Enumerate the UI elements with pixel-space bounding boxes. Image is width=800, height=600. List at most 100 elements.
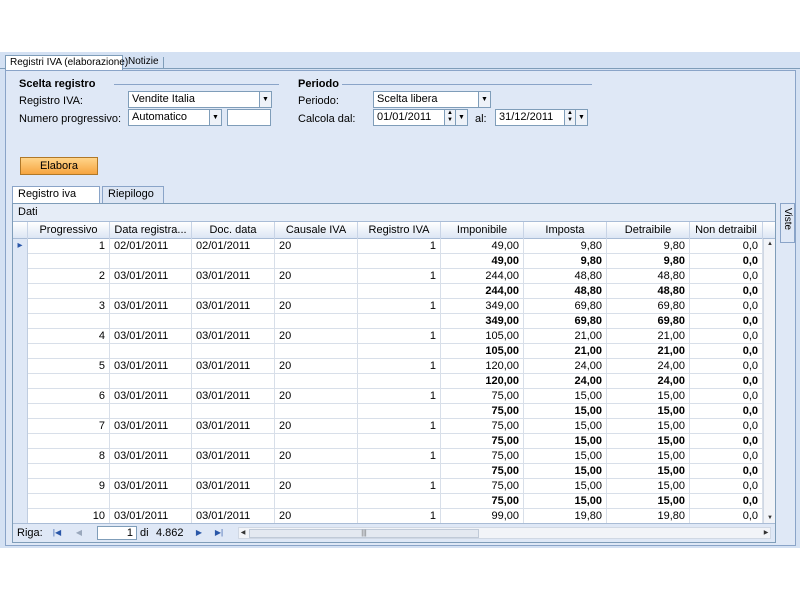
cell-data-registrazione-col[interactable]: [110, 374, 192, 389]
cell-doc-data-col[interactable]: [192, 314, 275, 329]
cell-data-registrazione-col[interactable]: 02/01/2011: [110, 239, 192, 254]
cell-registro-iva-col[interactable]: 1: [358, 239, 441, 254]
cell-data-registrazione-col[interactable]: [110, 254, 192, 269]
prev-record-icon[interactable]: ◀: [75, 528, 83, 537]
cell-imponibile-col[interactable]: 75,00: [441, 404, 524, 419]
cell-non-detraibile-col[interactable]: 0,0: [690, 314, 763, 329]
cell-imposta-col[interactable]: 15,00: [524, 464, 607, 479]
cell-progressivo-col[interactable]: [28, 344, 110, 359]
next-record-icon[interactable]: ▶: [195, 528, 203, 537]
chevron-down-icon[interactable]: ▼: [209, 110, 221, 125]
cell-progressivo-col[interactable]: 6: [28, 389, 110, 404]
cell-detraibile-col[interactable]: 15,00: [607, 494, 690, 509]
cell-data-registrazione-col[interactable]: 03/01/2011: [110, 509, 192, 523]
cell-imposta-col[interactable]: 21,00: [524, 329, 607, 344]
cell-non-detraibile-col[interactable]: 0,0: [690, 374, 763, 389]
cell-causale-iva-col[interactable]: [275, 464, 358, 479]
cell-detraibile-col[interactable]: 9,80: [607, 239, 690, 254]
cell-doc-data-col[interactable]: 03/01/2011: [192, 389, 275, 404]
cell-detraibile-col[interactable]: 21,00: [607, 344, 690, 359]
cell-imponibile-col[interactable]: 75,00: [441, 479, 524, 494]
tab-registri-iva[interactable]: Registri IVA (elaborazione): [5, 55, 128, 70]
cell-progressivo-col[interactable]: [28, 404, 110, 419]
table-total-row[interactable]: 120,00 24,00 24,00 0,0: [13, 374, 763, 389]
row-selector[interactable]: [13, 344, 28, 359]
cell-imposta-col[interactable]: 19,80: [524, 509, 607, 523]
cell-doc-data-col[interactable]: [192, 284, 275, 299]
row-selector[interactable]: [13, 404, 28, 419]
cell-imponibile-col[interactable]: 105,00: [441, 329, 524, 344]
cell-registro-iva-col[interactable]: [358, 434, 441, 449]
cell-non-detraibile-col[interactable]: 0,0: [690, 239, 763, 254]
cell-non-detraibile-col[interactable]: 0,0: [690, 479, 763, 494]
cell-non-detraibile-col[interactable]: 0,0: [690, 509, 763, 523]
cell-data-registrazione-col[interactable]: [110, 314, 192, 329]
table-total-row[interactable]: 49,00 9,80 9,80 0,0: [13, 254, 763, 269]
row-selector[interactable]: [13, 419, 28, 434]
row-selector[interactable]: [13, 314, 28, 329]
cell-imponibile-col[interactable]: 75,00: [441, 464, 524, 479]
cell-data-registrazione-col[interactable]: 03/01/2011: [110, 329, 192, 344]
cell-imposta-col[interactable]: 24,00: [524, 359, 607, 374]
cell-data-registrazione-col[interactable]: [110, 284, 192, 299]
cell-detraibile-col[interactable]: 15,00: [607, 449, 690, 464]
cell-imposta-col[interactable]: 9,80: [524, 239, 607, 254]
cell-causale-iva-col[interactable]: 20: [275, 299, 358, 314]
cell-registro-iva-col[interactable]: [358, 464, 441, 479]
cell-doc-data-col[interactable]: [192, 344, 275, 359]
cell-detraibile-col[interactable]: 15,00: [607, 404, 690, 419]
cell-causale-iva-col[interactable]: [275, 374, 358, 389]
cell-imponibile-col[interactable]: 120,00: [441, 359, 524, 374]
cell-progressivo-col[interactable]: [28, 464, 110, 479]
cell-data-registrazione-col[interactable]: [110, 494, 192, 509]
row-selector[interactable]: [13, 329, 28, 344]
cell-imposta-col[interactable]: 15,00: [524, 449, 607, 464]
cell-progressivo-col[interactable]: 7: [28, 419, 110, 434]
table-total-row[interactable]: 75,00 15,00 15,00 0,0: [13, 464, 763, 479]
column-header-doc-data-col[interactable]: Doc. data: [192, 222, 275, 239]
data-al-input[interactable]: 31/12/2011 ▲ ▼ ▼: [495, 109, 588, 126]
cell-detraibile-col[interactable]: 15,00: [607, 434, 690, 449]
table-total-row[interactable]: 349,00 69,80 69,80 0,0: [13, 314, 763, 329]
column-header-registro-iva-col[interactable]: Registro IVA: [358, 222, 441, 239]
chevron-down-icon[interactable]: ▼: [478, 92, 490, 107]
cell-causale-iva-col[interactable]: 20: [275, 389, 358, 404]
cell-detraibile-col[interactable]: 24,00: [607, 374, 690, 389]
cell-progressivo-col[interactable]: [28, 254, 110, 269]
cell-data-registrazione-col[interactable]: 03/01/2011: [110, 419, 192, 434]
cell-detraibile-col[interactable]: 69,80: [607, 299, 690, 314]
periodo-select[interactable]: Scelta libera ▼: [373, 91, 491, 108]
cell-causale-iva-col[interactable]: 20: [275, 419, 358, 434]
row-selector[interactable]: [13, 299, 28, 314]
table-row[interactable]: 7 03/01/2011 03/01/2011 20 1 75,00 15,00 15,00 0…: [13, 419, 763, 434]
cell-data-registrazione-col[interactable]: 03/01/2011: [110, 389, 192, 404]
table-row[interactable]: 4 03/01/2011 03/01/2011 20 1 105,00 21,00 21,00…: [13, 329, 763, 344]
table-row[interactable]: 6 03/01/2011 03/01/2011 20 1 75,00 15,00 15,00 0…: [13, 389, 763, 404]
cell-registro-iva-col[interactable]: [358, 284, 441, 299]
spinner-icon[interactable]: ▲ ▼: [444, 110, 455, 125]
cell-causale-iva-col[interactable]: 20: [275, 329, 358, 344]
cell-progressivo-col[interactable]: 8: [28, 449, 110, 464]
cell-imposta-col[interactable]: 69,80: [524, 314, 607, 329]
cell-registro-iva-col[interactable]: 1: [358, 299, 441, 314]
column-header-data-registrazione-col[interactable]: Data registra...: [110, 222, 192, 239]
cell-imposta-col[interactable]: 9,80: [524, 254, 607, 269]
cell-progressivo-col[interactable]: [28, 494, 110, 509]
row-selector[interactable]: [13, 509, 28, 523]
cell-detraibile-col[interactable]: 21,00: [607, 329, 690, 344]
cell-non-detraibile-col[interactable]: 0,0: [690, 284, 763, 299]
cell-non-detraibile-col[interactable]: 0,0: [690, 434, 763, 449]
cell-imposta-col[interactable]: 24,00: [524, 374, 607, 389]
cell-doc-data-col[interactable]: 03/01/2011: [192, 479, 275, 494]
row-selector[interactable]: [13, 284, 28, 299]
tab-riepilogo[interactable]: Riepilogo: [102, 186, 164, 203]
cell-registro-iva-col[interactable]: 1: [358, 509, 441, 523]
cell-non-detraibile-col[interactable]: 0,0: [690, 419, 763, 434]
cell-progressivo-col[interactable]: 10: [28, 509, 110, 523]
table-row[interactable]: 9 03/01/2011 03/01/2011 20 1 75,00 15,00 15,00 0…: [13, 479, 763, 494]
cell-progressivo-col[interactable]: 1: [28, 239, 110, 254]
numero-progressivo-select[interactable]: Automatico ▼: [128, 109, 222, 126]
cell-registro-iva-col[interactable]: 1: [358, 419, 441, 434]
cell-imponibile-col[interactable]: 105,00: [441, 344, 524, 359]
horizontal-scrollbar[interactable]: ◀ ||| ▶: [238, 527, 771, 539]
